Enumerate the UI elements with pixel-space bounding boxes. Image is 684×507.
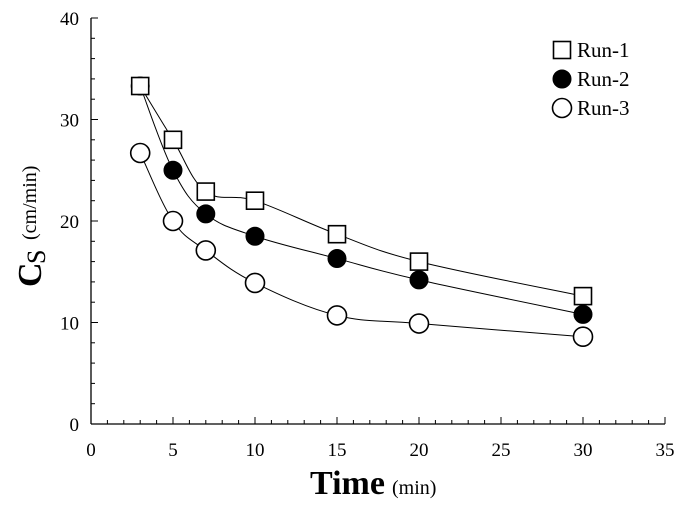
legend-label: Run-1 <box>577 38 630 62</box>
legend-marker-run-2 <box>552 69 572 89</box>
x-tick-label: 20 <box>410 440 429 461</box>
legend-marker-run-3 <box>551 97 573 119</box>
x-axis-unit: (min) <box>392 477 436 499</box>
data-point-run-2 <box>409 270 429 290</box>
x-tick-label: 25 <box>492 440 511 461</box>
data-point-run-2 <box>163 160 183 180</box>
data-point-run-1 <box>409 252 429 271</box>
x-tick-label: 10 <box>246 440 265 461</box>
y-tick-label: 40 <box>60 9 79 30</box>
data-point-run-2 <box>573 304 593 324</box>
data-point-run-3 <box>408 313 430 334</box>
legend-label: Run-3 <box>577 96 630 120</box>
data-point-run-3 <box>572 326 594 348</box>
y-tick-label: 20 <box>60 212 79 233</box>
legend-marker-run-1 <box>552 40 572 60</box>
x-tick-label: 35 <box>656 440 675 461</box>
legend: Run-1 Run-2 Run-3 <box>551 38 630 120</box>
data-point-run-1 <box>163 130 183 150</box>
y-axis-unit: (cm/min) <box>19 166 41 240</box>
data-point-run-3 <box>195 240 217 261</box>
y-axis-title: C <box>12 262 49 287</box>
x-tick-label: 15 <box>328 440 347 461</box>
series-markers <box>129 76 594 348</box>
data-point-run-3 <box>244 272 266 294</box>
series-layer <box>129 76 594 348</box>
data-point-run-3 <box>326 305 348 326</box>
x-tick-label: 5 <box>168 440 178 461</box>
data-point-run-3 <box>162 210 184 232</box>
data-point-run-1 <box>245 191 265 210</box>
data-point-run-1 <box>196 182 216 201</box>
x-tick-label: 0 <box>86 440 96 461</box>
axes: 0 10 20 30 40 0 5 10 15 20 25 30 35 <box>60 9 675 461</box>
y-tick-label: 10 <box>60 314 79 335</box>
data-point-run-1 <box>573 286 593 306</box>
x-tick-label: 30 <box>574 440 593 461</box>
y-tick-label: 0 <box>70 415 80 436</box>
y-tick-label: 30 <box>60 111 79 132</box>
y-axis-title-subscript: S <box>22 250 51 264</box>
x-axis-title: Time <box>310 465 385 502</box>
legend-label: Run-2 <box>577 67 630 91</box>
data-point-run-2 <box>245 226 265 246</box>
data-point-run-1 <box>130 76 150 96</box>
data-point-run-2 <box>327 249 347 269</box>
data-point-run-3 <box>129 142 151 164</box>
data-point-run-1 <box>327 224 347 244</box>
data-point-run-2 <box>196 204 216 224</box>
